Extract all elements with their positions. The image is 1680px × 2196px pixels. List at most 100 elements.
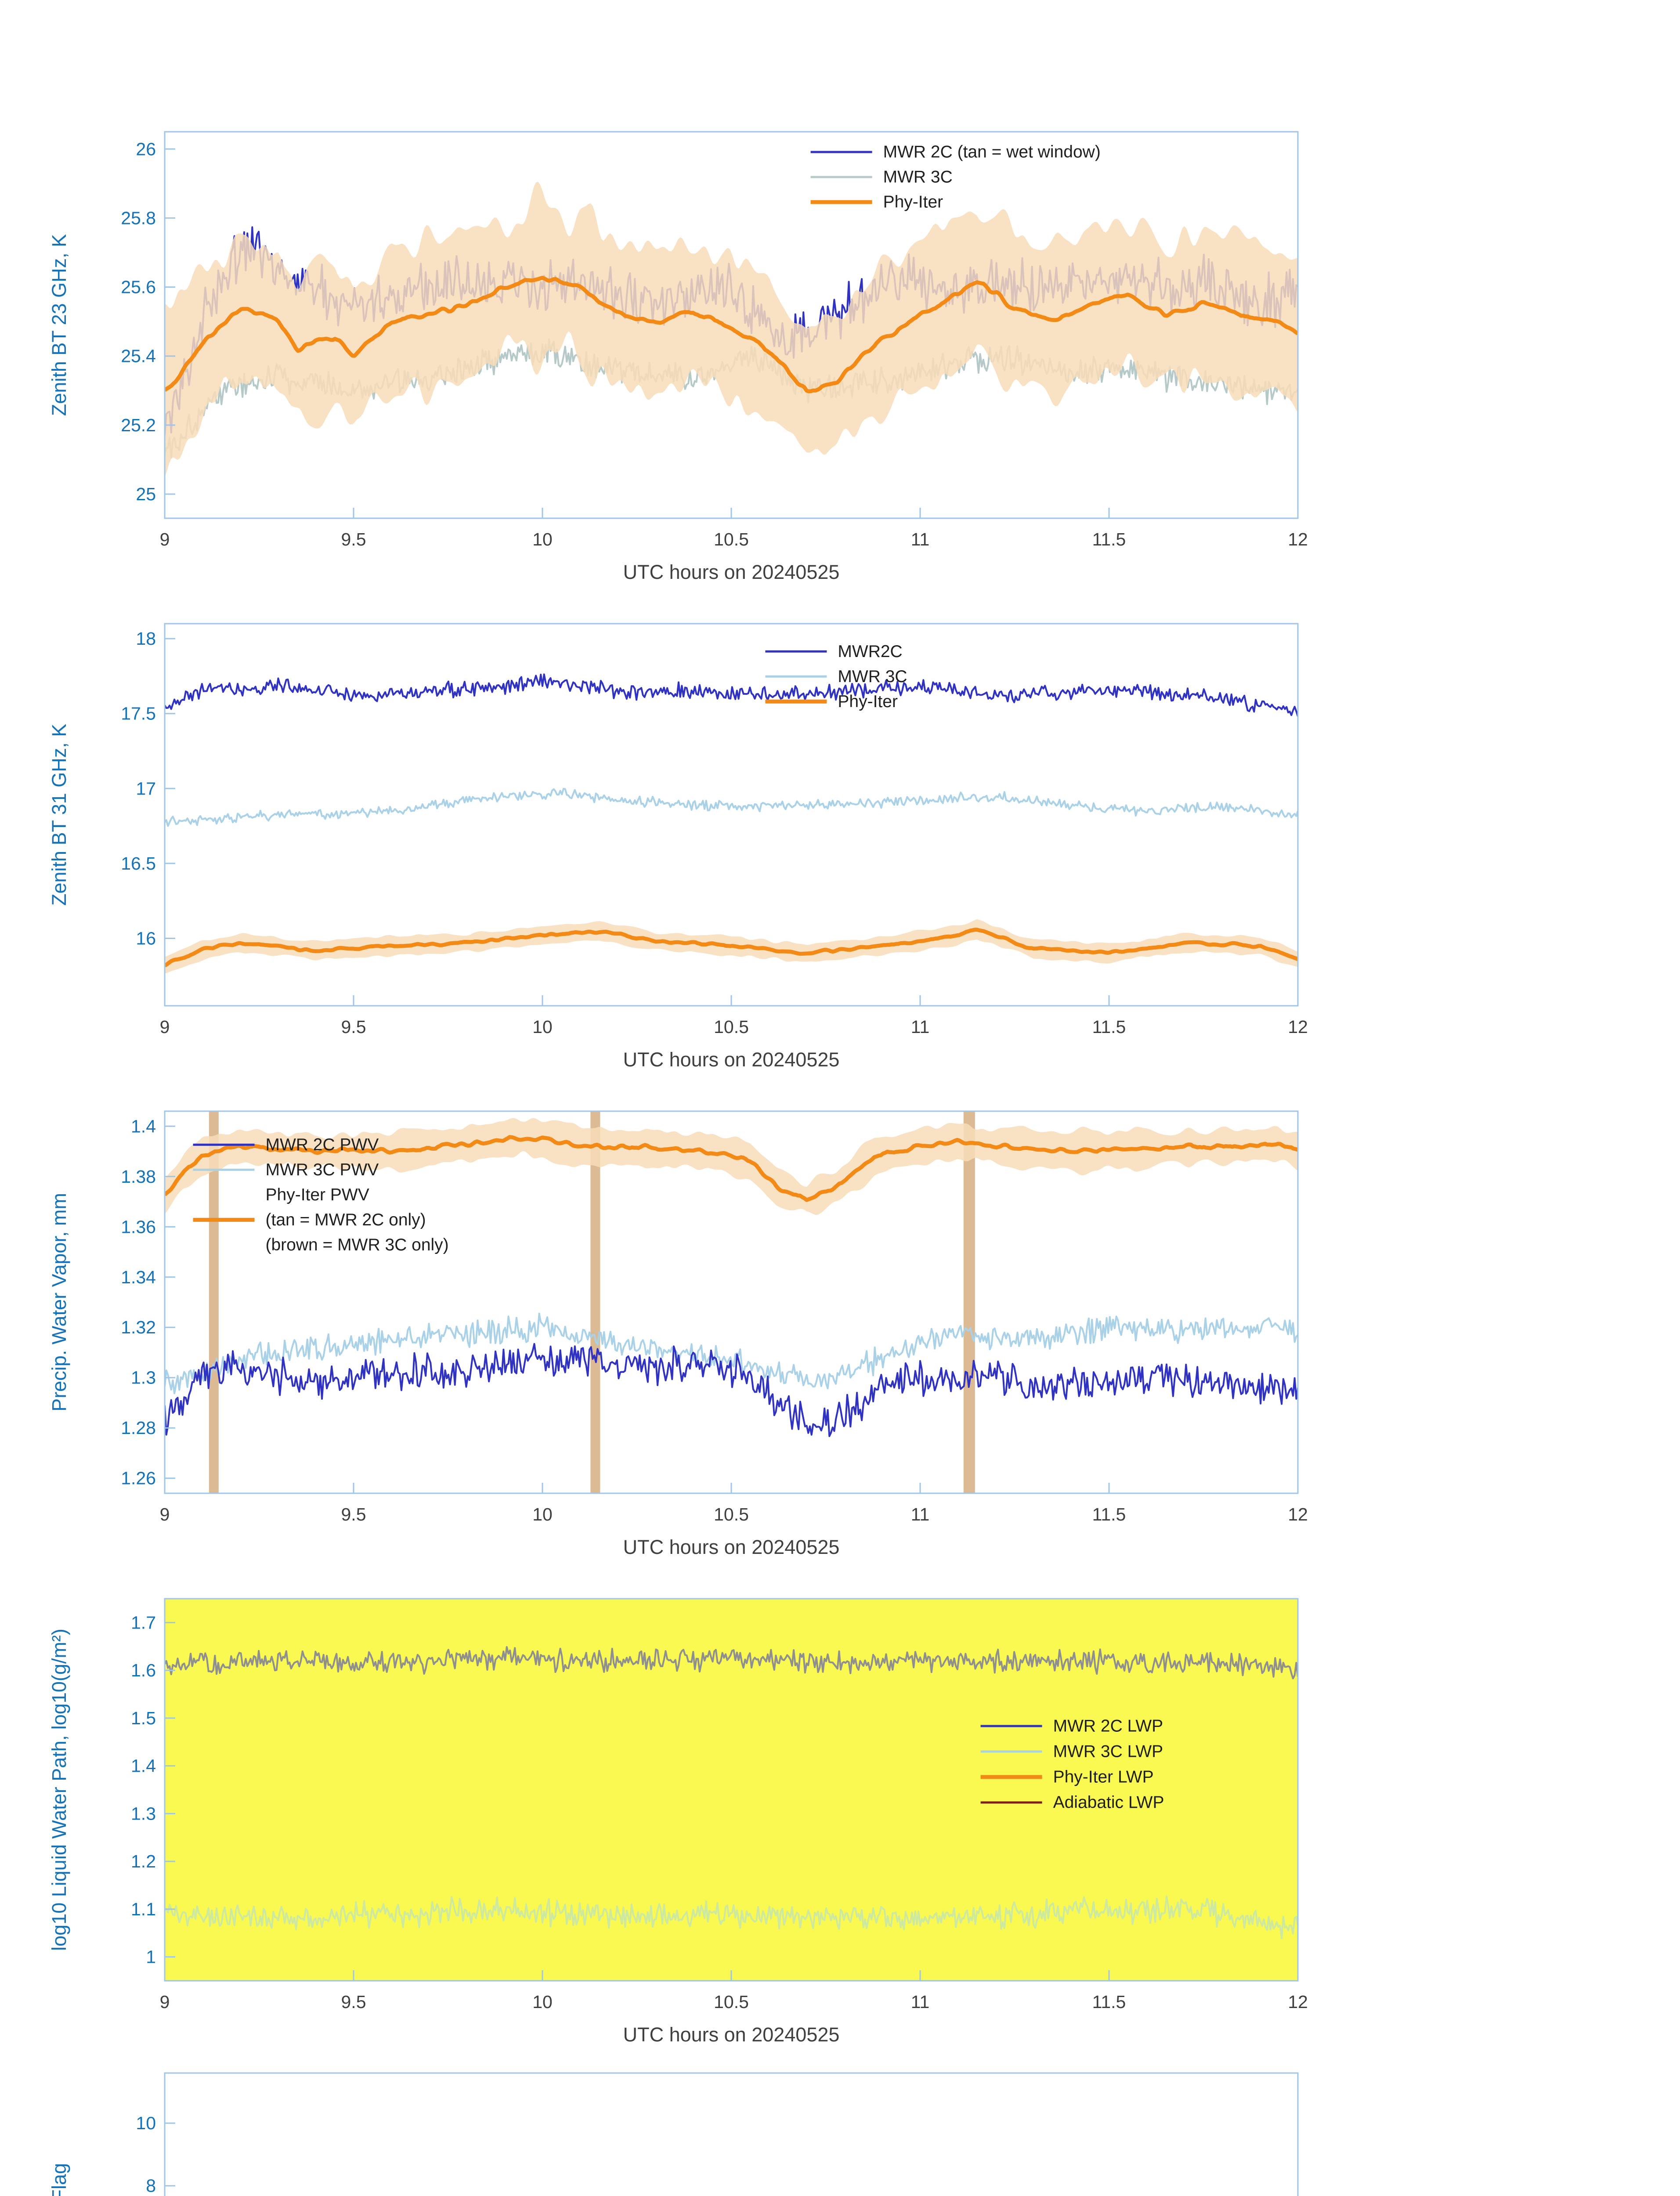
x-tick-label: 9.5	[341, 1992, 366, 2012]
series-phy-iter	[165, 928, 1298, 968]
y-tick-label: 1.6	[131, 1660, 156, 1680]
y-tick-label: 25.4	[121, 346, 156, 366]
series-mwr-2c-lwp	[165, 1646, 1298, 1680]
legend-label: MWR 3C LWP	[1053, 1742, 1163, 1761]
y-tick-label: 1.32	[121, 1317, 156, 1337]
subplot-pwv: 9 9.5 10 10.5 11 11.5 12 1.26 1.28 1.3 1.32 1.34 1.3…	[48, 1110, 1308, 1558]
legend-label: Adiabatic LWP	[1053, 1793, 1164, 1812]
legend: MWR 2C (tan = wet window) MWR 3C Phy-Iter	[810, 143, 1101, 212]
legend-label: MWR 3C	[883, 168, 953, 187]
y-tick-label: 1.1	[131, 1899, 156, 1919]
x-tick-label: 10	[532, 1992, 553, 2012]
y-tick-label: 1.34	[121, 1267, 156, 1287]
y-tick-label: 1.4	[131, 1756, 156, 1776]
x-tick-label: 9.5	[341, 529, 366, 549]
x-tick-label: 9	[160, 1017, 170, 1037]
legend-label: Phy-Iter PWV	[266, 1185, 369, 1204]
legend-label: MWR2C	[838, 642, 902, 661]
y-tick-label: 1.3	[131, 1803, 156, 1824]
plot-background	[165, 2073, 1298, 2196]
series-layer	[165, 1111, 1298, 1493]
y-tick-label: 25.2	[121, 415, 156, 435]
y-tick-label: 1.4	[131, 1116, 156, 1136]
series-mwr-3c	[165, 787, 1298, 827]
axes-box	[164, 2072, 1299, 2196]
x-tick-label: 10.5	[714, 1992, 749, 2012]
axis-ticks	[164, 1622, 1299, 1981]
series-layer	[165, 1646, 1298, 1940]
axis-ticks	[165, 2122, 175, 2187]
subplot-bt23: 9 9.5 10 10.5 11 11.5 12 25 25.2 25.4 25.6 25.8 26 UT…	[48, 131, 1308, 583]
flag-band	[590, 1111, 600, 1493]
subplot-bt31: 9 9.5 10 10.5 11 11.5 12 16 16.5 17 17.5 18 UTC hour…	[48, 623, 1308, 1071]
series-mwr-2c-pwv	[165, 1343, 1298, 1437]
x-tick-label: 9	[160, 1992, 170, 2012]
legend: MWR 2C LWP MWR 3C LWP Phy-Iter LWP Adiabati…	[980, 1717, 1164, 1812]
x-tick-label: 12	[1288, 1992, 1308, 2012]
y-axis-label: Zenith BT 31 GHz, K	[48, 724, 70, 906]
x-tick-label: 11	[911, 1504, 930, 1524]
legend-label: (brown = MWR 3C only)	[266, 1235, 449, 1254]
x-axis-label: UTC hours on 20240525	[623, 1048, 840, 1071]
axis-ticks	[164, 638, 1299, 1006]
x-tick-label: 11	[911, 1992, 930, 2012]
y-tick-label: 1.38	[121, 1167, 156, 1187]
series-phy-iter	[165, 275, 1298, 394]
axis-ticks	[164, 1125, 1299, 1493]
series-layer	[165, 673, 1298, 974]
series-mwr-3c-lwp	[165, 1896, 1298, 1940]
legend: MWR 2C PWV MWR 3C PWV Phy-Iter PWV (tan = M…	[193, 1135, 449, 1254]
x-tick-label: 10.5	[714, 1017, 749, 1037]
legend-label: Phy-Iter	[883, 193, 943, 212]
y-tick-label: 10	[136, 2113, 156, 2133]
legend-label: (tan = MWR 2C only)	[266, 1210, 426, 1229]
y-tick-label: 1.26	[121, 1468, 156, 1488]
legend-label: Phy-Iter LWP	[1053, 1768, 1154, 1787]
legend-label: MWR 2C PWV	[266, 1135, 379, 1154]
x-axis-label: UTC hours on 20240525	[623, 561, 840, 583]
x-tick-label: 9	[160, 1504, 170, 1524]
series-layer	[165, 181, 1298, 478]
y-axis-label: Zenith BT 23 GHz, K	[48, 234, 70, 416]
y-tick-label: 1.28	[121, 1418, 156, 1438]
y-tick-label: 25.6	[121, 277, 156, 297]
legend-label: MWR 2C LWP	[1053, 1717, 1163, 1736]
y-tick-label: 1.3	[131, 1368, 156, 1388]
y-axis-label: log10 Liquid Water Path, log10(g/m²)	[48, 1629, 70, 1951]
y-tick-label: 25.8	[121, 208, 156, 228]
y-tick-label: 1.5	[131, 1708, 156, 1728]
x-tick-label: 12	[1288, 1504, 1308, 1524]
x-tick-label: 11.5	[1092, 1504, 1126, 1524]
y-tick-label: 1.7	[131, 1612, 156, 1633]
x-tick-label: 10	[532, 1504, 553, 1524]
plot-background	[165, 1599, 1298, 1981]
y-axis-label: MWR Phy Iter DQ Flag	[48, 2163, 70, 2196]
x-axis-label: UTC hours on 20240525	[623, 1536, 840, 1558]
series-mwr2c	[165, 673, 1298, 717]
legend-label: Phy-Iter	[838, 692, 898, 711]
y-tick-label: 1	[146, 1947, 156, 1967]
flag-band	[209, 1111, 219, 1493]
series-phy-iter-pwv	[165, 1135, 1298, 1202]
x-tick-label: 9.5	[341, 1017, 366, 1037]
x-axis-label: UTC hours on 20240525	[623, 2023, 840, 2046]
y-tick-label: 25	[136, 484, 156, 504]
x-tick-label: 11.5	[1092, 529, 1126, 549]
legend-label: MWR 3C PWV	[266, 1160, 379, 1179]
y-tick-label: 17.5	[121, 704, 156, 724]
x-tick-label: 12	[1288, 529, 1308, 549]
y-tick-label: 8	[146, 2176, 156, 2196]
legend: MWR2C MWR 3C Phy-Iter	[765, 642, 907, 711]
y-tick-label: 16.5	[121, 853, 156, 874]
y-tick-label: 26	[136, 139, 156, 159]
y-tick-label: 1.2	[131, 1851, 156, 1871]
y-tick-label: 16	[136, 928, 156, 949]
y-tick-label: 18	[136, 628, 156, 649]
x-tick-label: 11.5	[1092, 1017, 1126, 1037]
legend-label: MWR 3C	[838, 667, 907, 686]
x-tick-label: 11	[911, 1017, 930, 1037]
x-tick-label: 10.5	[714, 529, 749, 549]
subplot-lwp: 9 9.5 10 10.5 11 11.5 12 1 1.1 1.2 1.3 1.4 1.5 1.6 1.7…	[48, 1598, 1308, 2046]
